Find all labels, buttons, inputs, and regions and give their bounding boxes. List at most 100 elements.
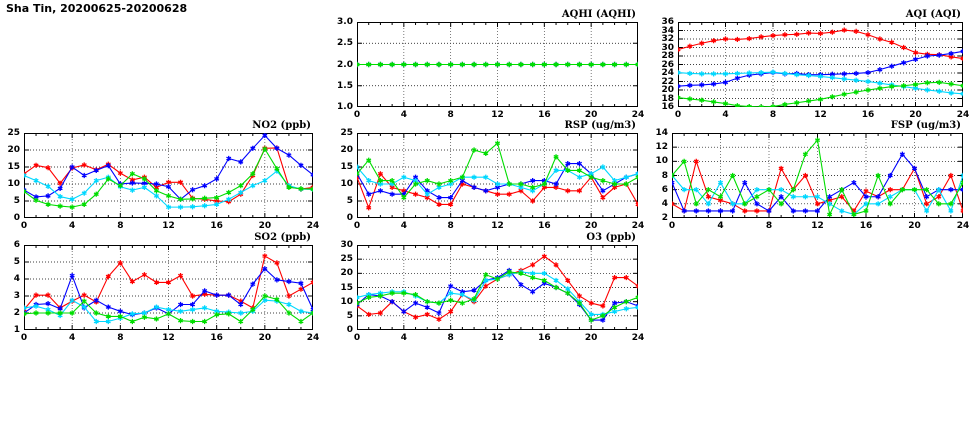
ytick-label: 20 xyxy=(661,85,674,95)
xtick-label: 8 xyxy=(447,333,454,343)
xtick-label: 20 xyxy=(258,221,272,231)
chart-panel-aqi: AQI (AQI) 16 18 20 22 24 26 28 30 32 34 36 0 4 8 12 16 2… xyxy=(661,9,969,120)
ytick-label: 1.0 xyxy=(337,102,353,112)
xtick-label: 0 xyxy=(353,221,361,231)
xtick-label: 16 xyxy=(538,110,551,120)
ytick-label: 34 xyxy=(661,25,674,36)
ytick-label: 25 xyxy=(340,128,353,138)
series-no2-1 xyxy=(24,133,313,202)
xtick-label: 4 xyxy=(717,221,724,231)
series-line xyxy=(678,50,963,87)
xtick-label: 0 xyxy=(353,333,361,343)
ytick-label: 15 xyxy=(340,282,353,293)
ytick-label: 4 xyxy=(661,198,668,209)
ytick-label: 10 xyxy=(340,179,353,189)
chart-title-o3: O3 (ppb) xyxy=(586,232,636,243)
ytick-label: 25 xyxy=(7,128,20,138)
plot-area-so2 xyxy=(24,245,313,330)
ytick-label: 10 xyxy=(340,296,353,307)
series-markers xyxy=(678,79,963,107)
xtick-label: 4 xyxy=(400,333,407,343)
page-title: Sha Tin, 20200625-20200628 xyxy=(6,2,188,15)
chart-title-fsp: FSP (ug/m3) xyxy=(890,120,961,131)
xtick-label: 12 xyxy=(811,221,824,231)
chart-panel-o3: O3 (ppb) 0 5 10 15 20 25 30 0 4 8 12 16 20 24 xyxy=(340,232,644,343)
ytick-label: 5 xyxy=(13,257,20,267)
xtick-label: 8 xyxy=(447,221,454,231)
ytick-label: 6 xyxy=(661,184,668,195)
xtick-label: 16 xyxy=(861,110,875,120)
series-o3-3 xyxy=(357,269,638,323)
plot-area-rsp xyxy=(357,133,638,218)
xtick-label: 12 xyxy=(162,221,175,231)
ytick-label: 3.0 xyxy=(337,17,353,27)
xtick-label: 8 xyxy=(769,110,777,120)
series-markers xyxy=(24,146,313,210)
chart-title-aqi: AQI (AQI) xyxy=(905,9,961,20)
xtick-label: 4 xyxy=(69,221,76,231)
xtick-label: 0 xyxy=(668,221,676,231)
series-markers xyxy=(672,137,963,218)
plot-area-aqhi xyxy=(357,22,638,107)
chart-title-aqhi: AQHI (AQHI) xyxy=(561,9,636,20)
ytick-label: 2 xyxy=(661,213,668,223)
series-markers xyxy=(24,293,313,325)
xtick-label: 8 xyxy=(765,221,773,231)
xtick-label: 16 xyxy=(538,221,551,231)
series-no2-3 xyxy=(24,146,313,210)
plot-area-no2 xyxy=(24,133,313,218)
ytick-label: 0 xyxy=(346,213,353,223)
chart-panel-aqhi: AQHI (AQHI) 1.0 1.5 2.0 2.5 3.0 0 4 8 12 16 20 24 xyxy=(337,9,644,120)
chart-panel-fsp: FSP (ug/m3) 2 4 6 8 10 12 14 0 4 8 12 16 20 24 xyxy=(655,120,969,231)
xtick-label: 0 xyxy=(674,110,682,120)
ytick-label: 16 xyxy=(661,102,674,112)
ytick-label: 20 xyxy=(340,268,353,279)
xtick-label: 12 xyxy=(162,333,175,343)
xtick-label: 20 xyxy=(908,221,921,231)
xtick-label: 4 xyxy=(69,333,76,343)
ytick-label: 0 xyxy=(346,325,353,335)
ytick-label: 10 xyxy=(655,156,668,167)
ytick-label: 20 xyxy=(7,145,20,155)
ytick-label: 1 xyxy=(13,325,20,335)
xtick-label: 24 xyxy=(956,110,970,120)
ytick-label: 28 xyxy=(661,51,674,61)
chart-title-so2: SO2 (ppb) xyxy=(254,232,311,243)
plot-area-o3 xyxy=(357,245,638,330)
chart-panel-rsp: RSP (ug/m3) 0 5 10 15 20 25 0 4 8 12 16 20 24 xyxy=(340,120,644,231)
xtick-label: 8 xyxy=(447,110,454,120)
xtick-label: 24 xyxy=(631,333,645,343)
xtick-label: 20 xyxy=(584,110,598,120)
ytick-label: 18 xyxy=(661,93,674,104)
xtick-label: 20 xyxy=(909,110,922,120)
xtick-label: 4 xyxy=(722,110,729,120)
ytick-label: 24 xyxy=(661,68,674,78)
xtick-label: 8 xyxy=(117,333,124,343)
ytick-label: 15 xyxy=(7,162,20,172)
plot-area-aqi xyxy=(678,22,963,107)
ytick-label: 20 xyxy=(340,145,353,155)
chart-title-rsp: RSP (ug/m3) xyxy=(564,120,636,131)
xtick-label: 12 xyxy=(814,110,827,120)
ytick-label: 15 xyxy=(340,162,353,172)
xtick-label: 4 xyxy=(400,221,407,231)
chart-panel-no2: NO2 (ppb) 0 5 10 15 20 25 0 4 8 12 16 20 24 xyxy=(7,120,319,231)
xtick-label: 24 xyxy=(306,333,320,343)
xtick-label: 0 xyxy=(353,110,361,120)
ytick-label: 2 xyxy=(13,308,20,318)
xtick-label: 20 xyxy=(258,333,272,343)
ytick-label: 4 xyxy=(13,274,20,284)
ytick-label: 30 xyxy=(340,240,353,250)
ytick-label: 2.5 xyxy=(337,38,353,49)
xtick-label: 4 xyxy=(400,110,407,120)
series-aqi-2 xyxy=(678,69,963,97)
xtick-label: 24 xyxy=(306,221,320,231)
xtick-label: 8 xyxy=(117,221,124,231)
xtick-label: 20 xyxy=(584,333,598,343)
xtick-label: 0 xyxy=(20,333,28,343)
series-rsp-3 xyxy=(357,140,638,201)
ytick-label: 26 xyxy=(661,59,674,70)
ytick-label: 25 xyxy=(340,254,353,265)
xtick-label: 16 xyxy=(538,333,551,343)
ytick-label: 2.0 xyxy=(337,59,353,70)
